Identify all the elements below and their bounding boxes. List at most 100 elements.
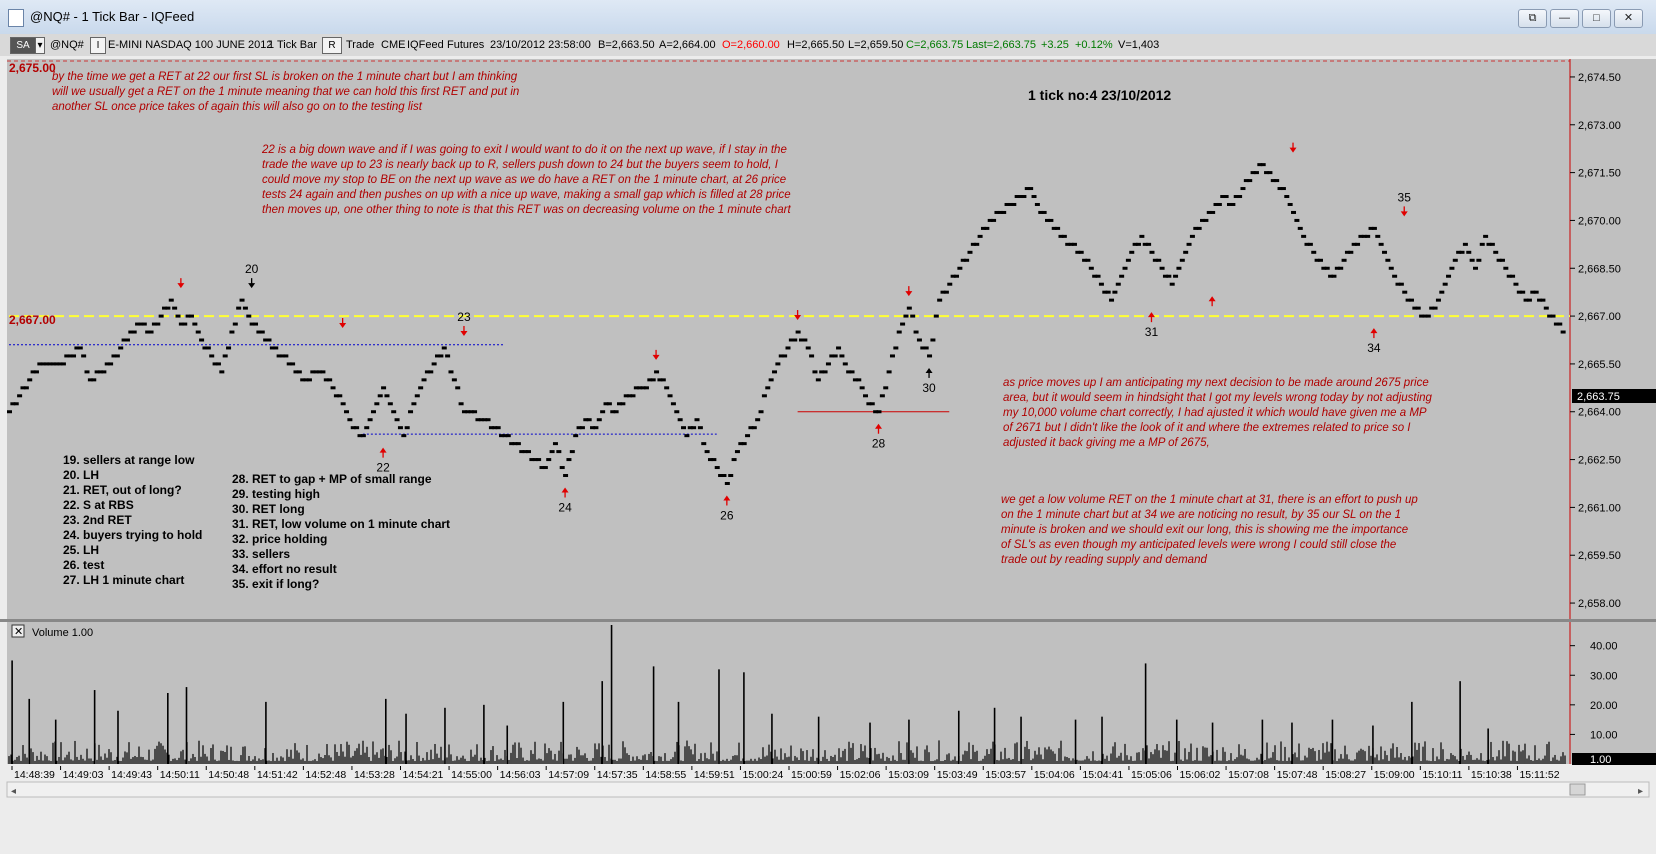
tick-bar bbox=[1011, 202, 1017, 206]
minimize-button[interactable]: — bbox=[1550, 9, 1579, 28]
tick-bar bbox=[1220, 195, 1226, 199]
tick-bar bbox=[1483, 234, 1489, 238]
tick-bar bbox=[1152, 258, 1158, 262]
chart-area[interactable]: 2,674.50 2,673.00 2,671.50 2,670.00 2,668.50… bbox=[0, 56, 1656, 849]
tick-bar bbox=[232, 322, 238, 326]
chart-svg[interactable]: 2,674.50 2,673.00 2,671.50 2,670.00 2,668.50… bbox=[0, 56, 1656, 849]
tick-bar bbox=[253, 322, 259, 326]
price-tick-label: 2,664.00 bbox=[1578, 407, 1621, 419]
tick-bar bbox=[1210, 210, 1216, 214]
symbol-label[interactable]: @NQ# bbox=[50, 39, 84, 51]
tick-bar bbox=[1520, 290, 1526, 294]
data-type: Trade bbox=[346, 39, 375, 51]
tick-bar bbox=[165, 306, 171, 310]
horizontal-scrollbar[interactable] bbox=[6, 781, 1650, 798]
tick-bar bbox=[1041, 210, 1047, 214]
tick-bar bbox=[91, 378, 97, 382]
chevron-down-icon[interactable]: ▾ bbox=[35, 37, 45, 54]
tick-bar bbox=[1304, 242, 1310, 246]
tick-bar bbox=[40, 362, 46, 366]
tick-bar bbox=[1503, 266, 1509, 270]
close-panel-icon[interactable] bbox=[11, 624, 25, 638]
tick-bar bbox=[317, 370, 323, 374]
tick-bar bbox=[1085, 258, 1091, 262]
legend-left-item: 25. LH bbox=[63, 543, 99, 557]
instrument-info-button[interactable]: I bbox=[90, 37, 106, 54]
tick-bar bbox=[1408, 298, 1414, 302]
tick-bar bbox=[694, 418, 700, 422]
tick-bar bbox=[542, 466, 548, 470]
tick-bar bbox=[303, 378, 309, 382]
time-tick-label: 14:48:39 bbox=[14, 769, 55, 781]
tick-bar bbox=[792, 338, 798, 342]
tick-bar bbox=[1425, 314, 1431, 318]
tick-bar bbox=[1001, 210, 1007, 214]
close-button[interactable]: ✕ bbox=[1614, 9, 1643, 28]
tick-bar bbox=[563, 474, 569, 478]
tick-bar bbox=[337, 394, 343, 398]
tick-bar bbox=[1088, 266, 1094, 270]
tick-bar bbox=[131, 330, 137, 334]
tick-bar bbox=[273, 346, 279, 350]
tick-bar bbox=[320, 370, 326, 374]
sa-button[interactable]: SA bbox=[10, 37, 36, 54]
tick-bar bbox=[1506, 274, 1512, 278]
last-volume-box bbox=[1572, 753, 1656, 765]
tick-bar bbox=[1361, 234, 1367, 238]
tick-bar bbox=[910, 314, 916, 318]
note-4-line-5: trade out by reading supply and demand bbox=[1001, 554, 1207, 566]
tick-bar bbox=[991, 218, 997, 222]
tick-bar bbox=[755, 418, 761, 422]
tick-bar bbox=[77, 346, 83, 350]
legend-right-item: 29. testing high bbox=[232, 487, 320, 501]
tick-bar bbox=[401, 434, 407, 438]
tick-bar bbox=[1284, 195, 1290, 199]
title-bar: @NQ# - 1 Tick Bar - IQFeed ⧉ — □ ✕ bbox=[0, 0, 1656, 35]
tick-bar bbox=[354, 426, 360, 430]
tick-bar bbox=[138, 322, 144, 326]
legend-left-item: 24. buyers trying to hold bbox=[63, 528, 202, 542]
tick-bar bbox=[1257, 163, 1263, 167]
tick-bar bbox=[57, 362, 63, 366]
tick-bar bbox=[492, 426, 498, 430]
tick-bar bbox=[660, 378, 666, 382]
tick-bar bbox=[411, 402, 417, 406]
tick-bar bbox=[94, 370, 100, 374]
wave-label: 30 bbox=[922, 381, 936, 395]
tick-bar bbox=[283, 354, 289, 358]
tick-bar bbox=[236, 306, 242, 310]
tick-bar bbox=[987, 218, 993, 222]
time-tick-label: 15:05:06 bbox=[1131, 769, 1172, 781]
tick-bar bbox=[290, 362, 296, 366]
time-tick-label: 15:07:08 bbox=[1228, 769, 1269, 781]
tick-bar bbox=[27, 378, 33, 382]
tick-bar bbox=[839, 354, 845, 358]
tick-bar bbox=[1550, 314, 1556, 318]
tick-bar bbox=[10, 402, 16, 406]
refresh-button[interactable]: R bbox=[322, 37, 342, 54]
scroll-left-icon[interactable]: ◂ bbox=[11, 786, 16, 797]
tick-bar bbox=[310, 370, 316, 374]
note-4-line-1: we get a low volume RET on the 1 minute … bbox=[1001, 494, 1418, 506]
tick-bar bbox=[1462, 242, 1468, 246]
legend-right-item: 28. RET to gap + MP of small range bbox=[232, 472, 432, 486]
scrollbar-thumb[interactable] bbox=[1569, 783, 1586, 796]
tick-bar bbox=[327, 378, 333, 382]
note-3-line-2: area, but it would seem in hindsight tha… bbox=[1003, 392, 1433, 404]
time-tick-label: 14:57:35 bbox=[597, 769, 638, 781]
tick-bar bbox=[367, 418, 373, 422]
time-tick-label: 15:00:59 bbox=[791, 769, 832, 781]
tick-bar bbox=[1166, 274, 1172, 278]
maximize-button[interactable]: □ bbox=[1582, 9, 1611, 28]
restore-tile-button[interactable]: ⧉ bbox=[1518, 9, 1547, 28]
time-tick-label: 14:58:55 bbox=[645, 769, 686, 781]
up-arrow-head-icon bbox=[723, 495, 731, 501]
instrument-name: E-MINI NASDAQ 100 JUNE 2012 bbox=[108, 39, 273, 51]
price-tick-label: 2,661.00 bbox=[1578, 502, 1621, 514]
panel-separator[interactable] bbox=[0, 619, 1656, 622]
tick-bar bbox=[219, 370, 225, 374]
tick-bar bbox=[623, 394, 629, 398]
tick-bar bbox=[1560, 330, 1566, 334]
scroll-right-icon[interactable]: ▸ bbox=[1638, 786, 1643, 797]
window-title: @NQ# - 1 Tick Bar - IQFeed bbox=[30, 9, 195, 24]
